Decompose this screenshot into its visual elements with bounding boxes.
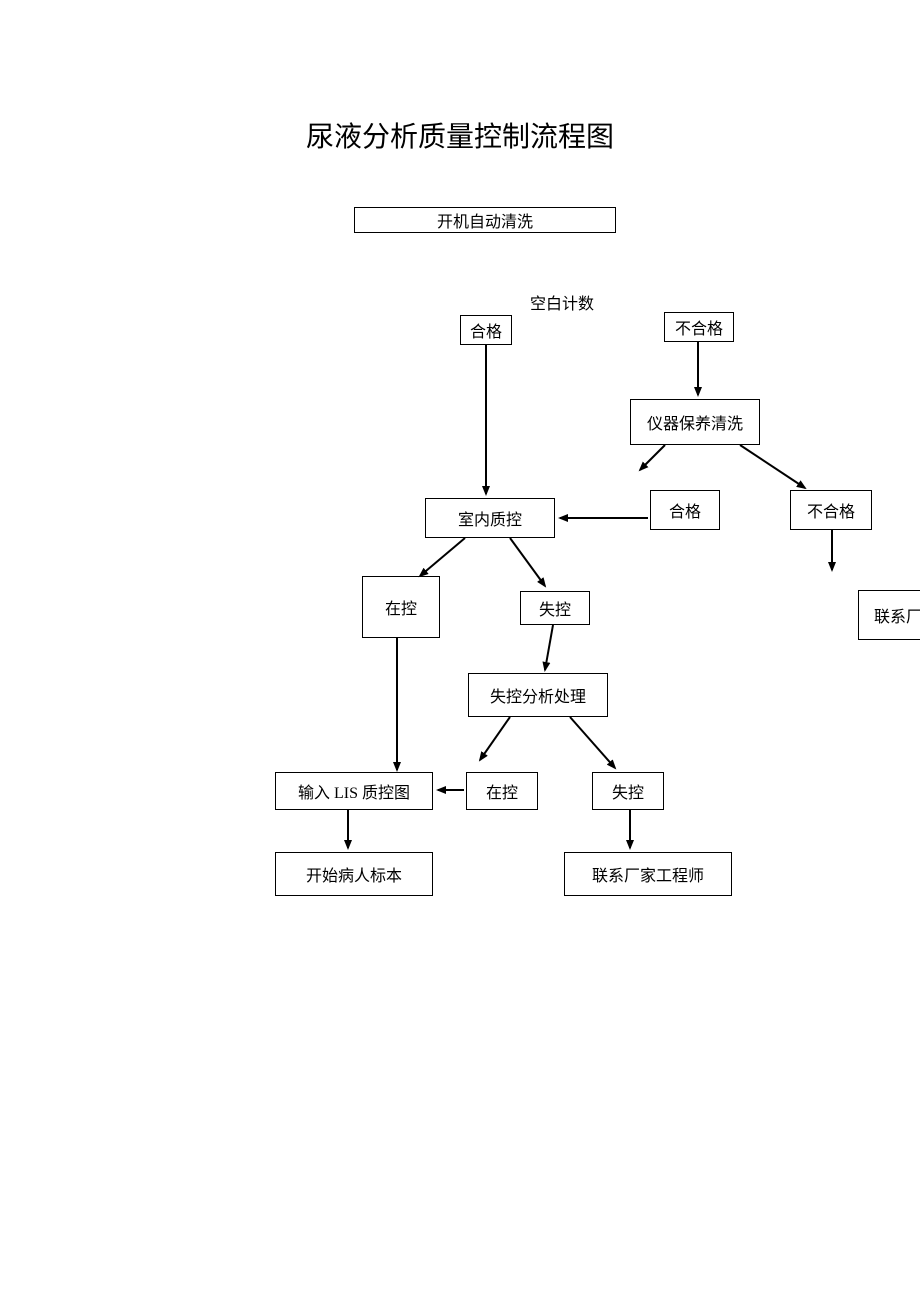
node-pass-2: 合格 [650, 490, 720, 530]
node-label: 合格 [470, 318, 502, 342]
node-label: 不合格 [675, 315, 723, 339]
node-label: 开机自动清洗 [437, 208, 533, 232]
node-label: 失控分析处理 [490, 683, 586, 707]
node-label: 失控 [612, 779, 644, 803]
node-label: 仪器保养清洗 [647, 410, 743, 434]
node-maintenance-clean: 仪器保养清洗 [630, 399, 760, 445]
node-fail-2: 不合格 [790, 490, 872, 530]
node-internal-qc: 室内质控 [425, 498, 555, 538]
node-label: 联系厂家工程师 [592, 862, 704, 886]
node-in-control-1: 在控 [362, 576, 440, 638]
node-label: 在控 [486, 779, 518, 803]
node-label: 联系厂 [874, 603, 920, 627]
node-label: 在控 [385, 595, 417, 619]
flowchart-arrows [0, 0, 920, 1301]
label-blank-count: 空白计数 [530, 290, 594, 314]
node-start-patient: 开始病人标本 [275, 852, 433, 896]
page-title: 尿液分析质量控制流程图 [0, 115, 920, 155]
node-input-lis-qc: 输入 LIS 质控图 [275, 772, 433, 810]
node-out-control-1: 失控 [520, 591, 590, 625]
node-out-control-2: 失控 [592, 772, 664, 810]
node-label: 室内质控 [458, 506, 522, 530]
node-fail-1: 不合格 [664, 312, 734, 342]
node-label: 开始病人标本 [306, 862, 402, 886]
node-start-clean: 开机自动清洗 [354, 207, 616, 233]
node-pass-1: 合格 [460, 315, 512, 345]
node-contact-engineer: 联系厂家工程师 [564, 852, 732, 896]
node-label: 不合格 [807, 498, 855, 522]
node-out-control-analysis: 失控分析处理 [468, 673, 608, 717]
node-label: 失控 [539, 596, 571, 620]
node-label: 合格 [669, 498, 701, 522]
node-contact-vendor-cut: 联系厂 [858, 590, 920, 640]
node-label: 输入 LIS 质控图 [298, 779, 410, 803]
node-in-control-2: 在控 [466, 772, 538, 810]
